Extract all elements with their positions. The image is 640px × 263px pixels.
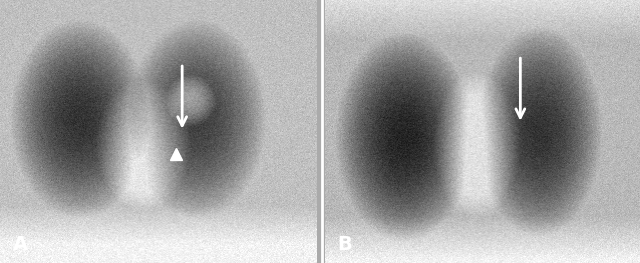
Text: B: B bbox=[338, 235, 353, 254]
Text: A: A bbox=[13, 235, 28, 254]
